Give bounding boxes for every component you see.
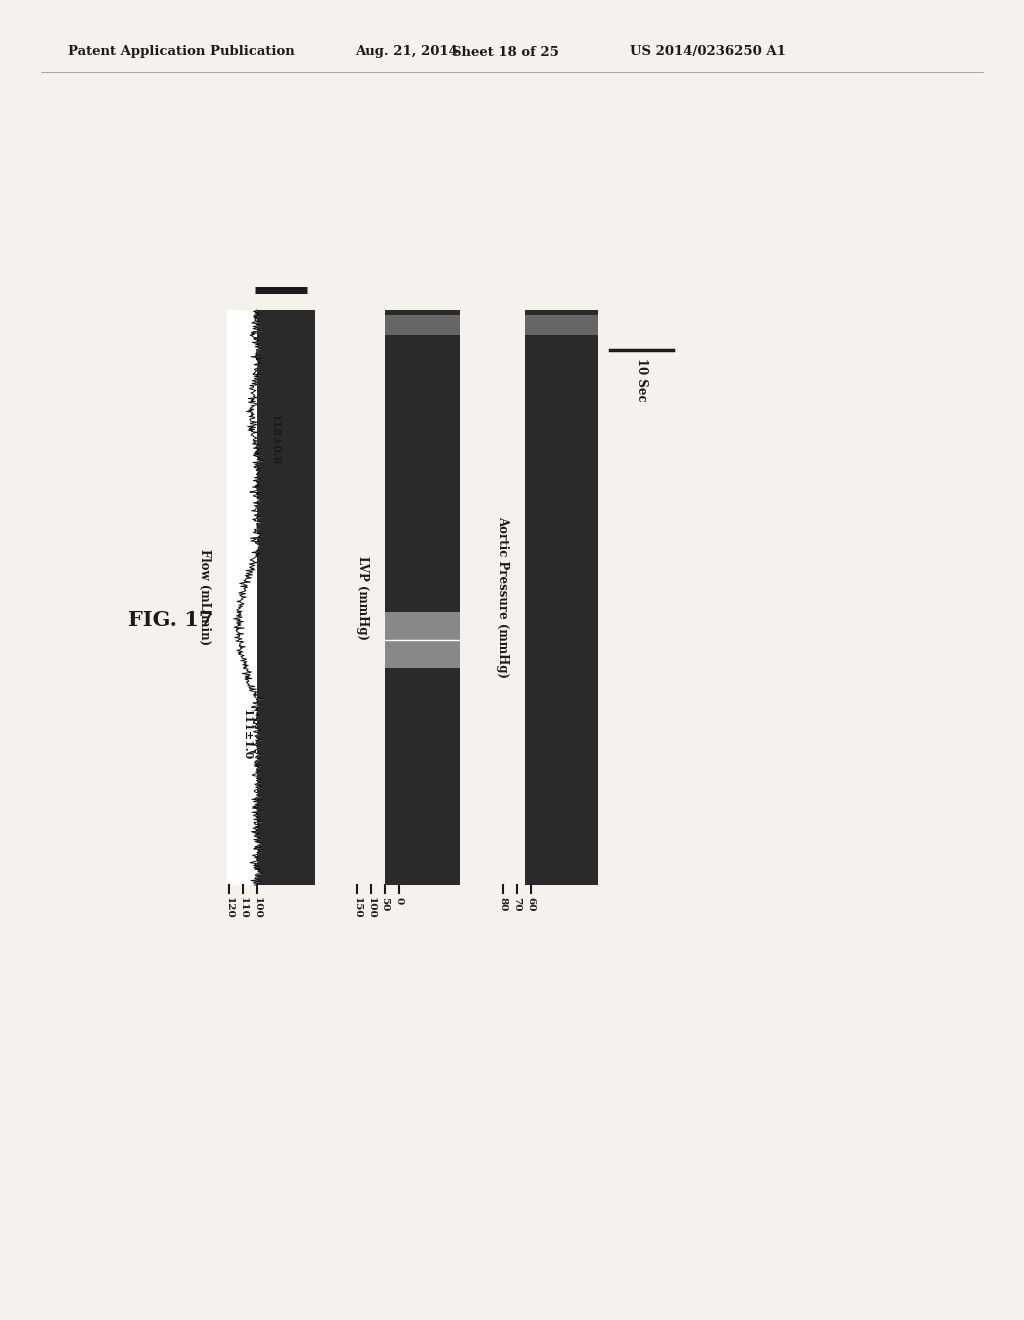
Text: 111±1.0: 111±1.0 [242, 709, 253, 760]
Text: Flow (mL/min): Flow (mL/min) [199, 549, 212, 645]
Text: 120: 120 [224, 898, 233, 919]
Text: 150: 150 [352, 898, 361, 919]
Text: 50: 50 [381, 898, 389, 911]
Text: 80: 80 [499, 898, 508, 911]
Bar [385, 315, 460, 335]
Text: US 2014/0236250 A1: US 2014/0236250 A1 [630, 45, 785, 58]
Text: 100: 100 [253, 898, 261, 919]
Text: 70: 70 [512, 898, 521, 912]
Bar [385, 310, 460, 884]
Text: Patent Application Publication: Patent Application Publication [68, 45, 295, 58]
Text: 0: 0 [394, 898, 403, 904]
Bar [385, 612, 460, 668]
Bar [257, 310, 315, 884]
Text: Sheet 18 of 25: Sheet 18 of 25 [452, 45, 559, 58]
Bar [227, 310, 287, 884]
Text: 60: 60 [526, 898, 536, 912]
Text: Aug. 21, 2014: Aug. 21, 2014 [355, 45, 458, 58]
Text: 10 Sec: 10 Sec [635, 358, 648, 401]
Text: FIG. 17: FIG. 17 [128, 610, 213, 630]
Text: 118±0.8: 118±0.8 [269, 414, 281, 466]
Bar [525, 315, 598, 335]
Text: 100: 100 [367, 898, 376, 919]
Text: 110: 110 [239, 898, 248, 919]
Text: Aortic Pressure (mmHg): Aortic Pressure (mmHg) [497, 516, 510, 678]
Bar [525, 310, 598, 884]
Text: LVP (mmHg): LVP (mmHg) [356, 556, 370, 639]
